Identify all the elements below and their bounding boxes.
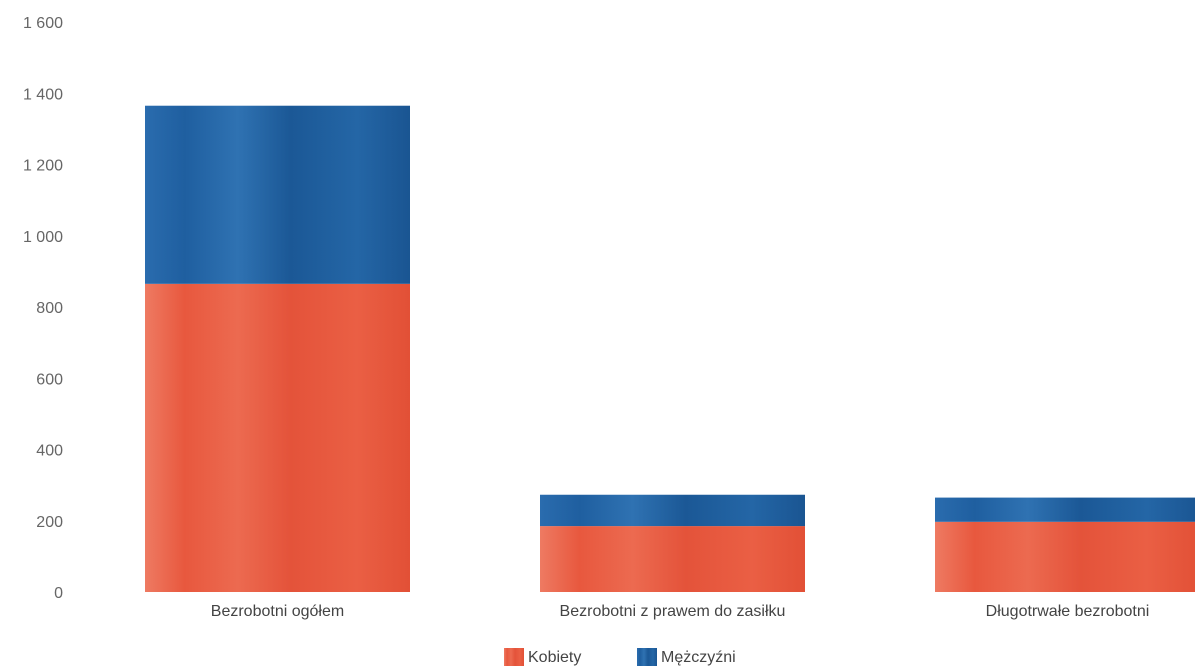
- legend-swatch-mezczyzni: [637, 648, 657, 666]
- bar-kobiety-bezrobotni-ogolem: [145, 283, 410, 592]
- legend-swatch-kobiety: [504, 648, 524, 666]
- y-tick-label-1400: 1 400: [23, 86, 63, 103]
- y-tick-label-200: 200: [36, 514, 63, 531]
- y-tick-label-1200: 1 200: [23, 158, 63, 175]
- y-tick-label-800: 800: [36, 300, 63, 317]
- y-axis: 0 200 400 600 800 1 000 1 200 1 400 1 600: [23, 15, 63, 602]
- x-tick-label-bezrobotni-ogolem: Bezrobotni ogółem: [211, 603, 344, 620]
- x-axis: Bezrobotni ogółem Bezrobotni z prawem do …: [211, 603, 1150, 620]
- y-tick-label-0: 0: [54, 585, 63, 602]
- bars: [145, 105, 1195, 592]
- x-tick-label-bezrobotni-z-prawem-do-zasilku: Bezrobotni z prawem do zasiłku: [560, 603, 786, 620]
- y-tick-label-400: 400: [36, 443, 63, 460]
- bar-mezczyzni-bezrobotni-ogolem: [145, 105, 410, 284]
- y-tick-label-1000: 1 000: [23, 229, 63, 246]
- legend-label-kobiety: Kobiety: [528, 649, 581, 666]
- legend-label-mezczyzni: Mężczyźni: [661, 649, 736, 666]
- x-tick-label-dlugotrwale-bezrobotni: Długotrwałe bezrobotni: [986, 603, 1150, 620]
- bar-kobiety-bezrobotni-z-prawem-do-zasilku: [540, 526, 805, 592]
- bar-mezczyzni-bezrobotni-z-prawem-do-zasilku: [540, 494, 805, 527]
- legend: Kobiety Mężczyźni: [504, 648, 736, 666]
- bar-mezczyzni-dlugotrwale-bezrobotni: [935, 497, 1195, 522]
- y-tick-label-600: 600: [36, 371, 63, 388]
- y-tick-label-1600: 1 600: [23, 15, 63, 32]
- bar-kobiety-dlugotrwale-bezrobotni: [935, 521, 1195, 592]
